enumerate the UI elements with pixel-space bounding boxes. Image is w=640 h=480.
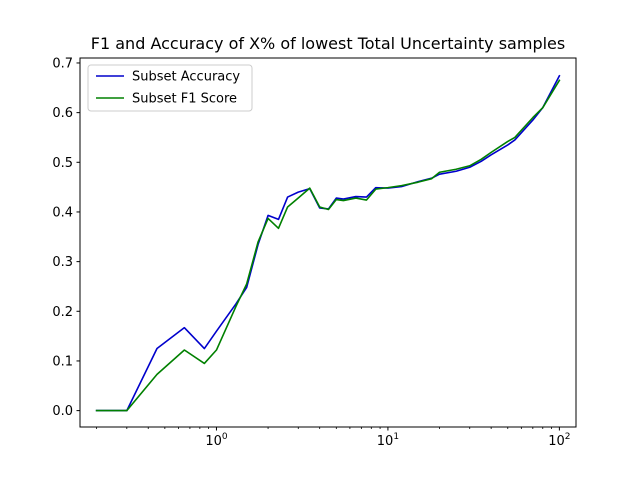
axes-frame: [79, 57, 577, 428]
y-tick-label: 0.3: [52, 255, 73, 270]
chart-title: F1 and Accuracy of X% of lowest Total Un…: [91, 34, 565, 53]
y-tick-label: 0.6: [52, 106, 73, 121]
y-tick-label: 0.0: [52, 404, 73, 419]
series-layer: [95, 74, 561, 412]
legend-label: Subset Accuracy: [132, 70, 240, 85]
y-tick-label: 0.1: [52, 354, 73, 369]
y-tick-label: 0.4: [52, 205, 73, 220]
series-line-1: [95, 74, 561, 412]
x-tick-label: 102: [548, 432, 570, 449]
legend-box: [87, 64, 253, 112]
y-tick-label: 0.2: [52, 305, 73, 320]
series-line-2: [95, 79, 561, 412]
x-tick-label: 101: [377, 432, 399, 449]
y-tick-label: 0.5: [52, 156, 73, 171]
axes: 0.0 0.1 0.2 0.3 0.4 0.5 0.6 0.7 100 101 102: [52, 56, 577, 449]
legend: Subset Accuracy Subset F1 Score: [87, 64, 253, 112]
y-tick-label: 0.7: [52, 56, 73, 71]
x-tick-label: 100: [205, 432, 228, 449]
legend-label: Subset F1 Score: [132, 92, 237, 107]
